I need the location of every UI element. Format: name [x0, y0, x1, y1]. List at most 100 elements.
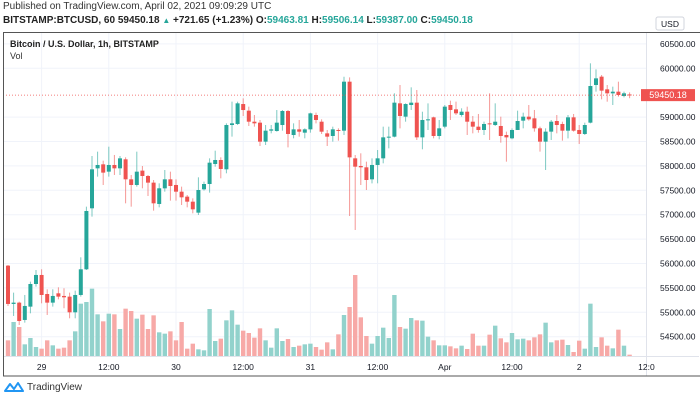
volume-bar: [229, 310, 235, 356]
volume-bar: [297, 345, 302, 356]
candle: [370, 158, 374, 184]
candle-body: [498, 125, 503, 136]
candle-body: [605, 89, 610, 94]
candle: [398, 84, 402, 129]
candle-body: [241, 104, 246, 111]
volume-bar: [319, 349, 324, 356]
candle-body: [549, 121, 554, 132]
volume-bar: [274, 328, 279, 356]
candle-body: [62, 295, 66, 298]
brand-name: TradingView: [27, 381, 83, 393]
last-price: 59450.18: [117, 15, 160, 26]
symbol-legend: BITSTAMP:BTCUSD, 60 59450.18 ▲ +721.65 (…: [3, 15, 473, 27]
tradingview-logo[interactable]: TradingView: [4, 381, 82, 393]
candle: [549, 119, 554, 140]
candle-body: [599, 76, 604, 91]
volume-bar: [330, 349, 335, 356]
candle-body: [22, 305, 27, 320]
candle: [112, 154, 117, 175]
currency-button[interactable]: [655, 16, 685, 31]
candle: [465, 106, 470, 136]
candle: [252, 115, 257, 127]
candle: [224, 123, 229, 174]
candle: [330, 126, 335, 142]
candle: [532, 109, 537, 132]
candle: [308, 112, 313, 133]
candle-body: [258, 122, 262, 142]
symbol-name: BITSTAMP:BTCUSD, 60: [3, 15, 116, 26]
volume-bar: [571, 352, 576, 356]
candle-body: [487, 123, 492, 125]
volume-bar: [593, 347, 599, 356]
candle: [207, 158, 212, 193]
volume-bar: [599, 337, 604, 356]
candle-body: [386, 136, 391, 138]
candle: [582, 122, 587, 136]
volume-bar: [515, 339, 520, 356]
volume-bar: [588, 303, 593, 356]
candle: [353, 155, 358, 230]
candle: [594, 69, 598, 92]
candle: [588, 63, 593, 124]
last-price-badge: [641, 89, 695, 102]
volume-bar: [196, 349, 201, 356]
candle-body: [157, 188, 162, 204]
candle-body: [11, 302, 16, 304]
volume-bar: [168, 331, 173, 356]
y-tick-label: 60500.00: [660, 39, 696, 49]
candle-body: [269, 129, 274, 131]
volume-bar: [112, 314, 117, 356]
candle-body: [526, 116, 531, 120]
x-tick-label: 12:00: [233, 362, 255, 372]
candle-body: [515, 121, 520, 130]
candle-body: [230, 123, 234, 126]
candle-body: [375, 158, 380, 165]
volume-bar: [403, 328, 408, 356]
candle-body: [594, 78, 598, 85]
volume-bar: [285, 339, 291, 356]
candle-body: [314, 115, 318, 120]
volume-bar: [493, 325, 498, 356]
high-value: 59506.14: [322, 15, 364, 26]
candle-body: [342, 81, 346, 131]
volume-bar: [45, 340, 50, 356]
y-tick-label: 55500.00: [660, 283, 696, 293]
candle: [50, 289, 55, 307]
candle-body: [291, 129, 296, 136]
candle: [174, 179, 178, 201]
candle: [39, 269, 44, 304]
volume-bar: [341, 315, 347, 356]
candle-body: [106, 164, 111, 172]
volume-bar: [201, 350, 207, 356]
candle: [521, 112, 526, 129]
volume-bar: [521, 338, 526, 356]
candle: [286, 110, 290, 148]
volume-bar: [179, 322, 184, 356]
candle-body: [476, 126, 481, 130]
candle-body: [246, 110, 251, 122]
candle: [566, 115, 570, 139]
volume-bar: [11, 322, 16, 356]
candle: [493, 103, 498, 126]
candle-body: [190, 201, 195, 210]
y-tick-label: 60000.00: [660, 63, 696, 73]
x-tick-label: 12:00: [367, 362, 389, 372]
candle: [577, 125, 582, 144]
candle: [515, 110, 520, 130]
candle: [34, 269, 38, 287]
volume-bar: [414, 320, 419, 356]
candle-body: [510, 129, 514, 139]
candle: [101, 160, 106, 185]
volume-bar: [532, 337, 537, 356]
volume-bar: [95, 314, 100, 356]
volume-bar: [420, 320, 425, 356]
candle: [106, 146, 111, 177]
volume-bar: [487, 334, 492, 356]
volume-bar: [129, 311, 134, 356]
candle: [258, 119, 262, 146]
volume-bar: [605, 345, 610, 356]
candle: [325, 129, 330, 146]
candle-body: [470, 121, 475, 127]
volume-bar: [224, 320, 229, 356]
